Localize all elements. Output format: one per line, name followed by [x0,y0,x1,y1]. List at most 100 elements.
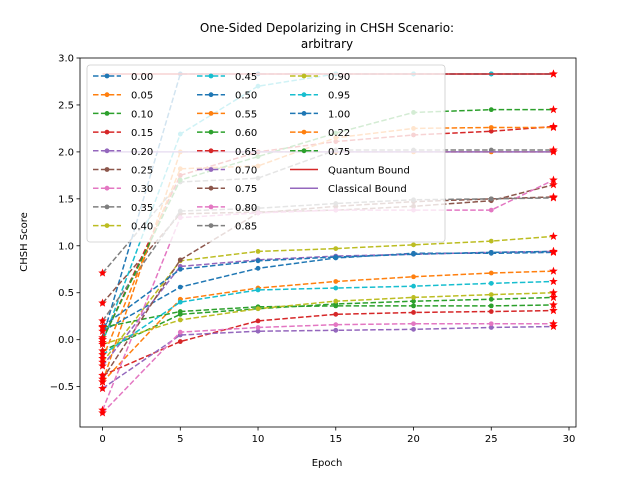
final-marker [549,105,558,114]
data-point [488,207,494,213]
legend-label: 0.70 [235,166,257,177]
data-point [411,242,416,248]
legend-marker [104,148,110,154]
x-tick-label: 25 [485,434,498,445]
legend-label: 0.65 [235,147,257,158]
legend-marker [104,185,110,191]
final-marker [98,298,107,307]
data-point [177,284,183,290]
final-marker [549,266,558,275]
legend-label: 0.55 [235,109,257,120]
data-point [411,251,416,257]
legend-label: 0.35 [131,203,153,214]
y-axis: −0.5 0.0 0.5 1.0 1.5 2.0 2.5 3.0 [50,54,80,393]
data-point [488,107,494,113]
legend-item: 0.25 [93,166,153,177]
legend-label: 0.45 [235,72,257,83]
legend-label: 0.85 [235,222,257,233]
legend-label: 0.20 [131,147,153,158]
legend-label: 0.80 [235,203,257,214]
legend-item: 0.15 [93,128,153,139]
data-point [488,196,494,202]
legend-marker [301,111,307,116]
legend-label: 0.50 [235,91,257,102]
legend-item: 0.55 [197,109,257,120]
data-point [488,292,494,298]
data-point [488,296,494,302]
final-marker [549,300,558,309]
data-point [255,306,261,312]
legend-item: 0.60 [197,128,257,139]
data-point [255,249,261,254]
legend-item: 0.90 [290,72,350,83]
chart-subtitle: arbitrary [301,37,353,51]
data-point [488,125,494,130]
final-marker [98,353,107,363]
final-marker [549,145,558,154]
final-marker [98,361,107,370]
data-point [177,309,183,314]
legend-label: 0.25 [131,166,153,177]
legend-item: 0.85 [197,222,257,233]
legend-label: 0.05 [131,91,153,102]
data-point [333,298,339,304]
final-marker [98,374,107,383]
final-marker [98,408,107,417]
data-point [177,317,183,323]
x-tick-label: 30 [563,434,576,445]
legend-label: 0.90 [328,72,350,83]
data-point [488,309,494,314]
data-point [255,287,261,293]
legend-marker [208,223,214,229]
data-point [177,266,183,272]
data-point [255,265,261,271]
data-point [333,279,339,284]
final-marker [549,276,558,286]
y-tick-label: 0.0 [58,335,74,346]
legend-marker [208,148,214,154]
legend-item: 0.35 [93,203,153,214]
final-marker [549,231,558,241]
legend-marker [208,185,214,191]
legend-marker [104,167,110,172]
legend-marker [208,204,214,210]
data-point [411,310,416,315]
data-point [255,258,261,264]
data-point [255,325,261,330]
data-point [333,322,339,328]
series-19 [100,280,554,358]
x-tick-label: 20 [407,434,420,445]
final-marker [98,316,107,325]
axes-frame [79,57,577,428]
y-tick-label: 3.0 [58,54,74,65]
legend-item: 0.75 [290,147,350,158]
final-marker [549,193,558,202]
final-marker [98,335,107,344]
final-marker [549,306,558,315]
legend-item: Quantum Bound [290,166,410,177]
legend-item: 0.95 [290,91,350,102]
legend-marker [301,73,307,79]
legend-item: 1.00 [290,109,350,120]
x-axis: 0 5 10 15 20 25 30 [99,427,575,445]
final-marker [98,322,107,331]
legend-marker [104,92,110,98]
data-point [411,274,416,280]
x-tick-label: 0 [99,434,105,445]
data-point [177,329,183,335]
y-tick-label: 1.5 [58,194,74,205]
final-marker [549,69,558,78]
data-point [411,295,416,300]
x-axis-label: Epoch [312,458,343,469]
legend-item: 0.22 [290,128,350,139]
y-tick-label: 2.0 [58,147,74,158]
data-point [333,285,339,291]
series-20 [100,249,554,329]
chart-title: One-Sided Depolarizing in CHSH Scenario: [200,21,454,35]
legend-item: 0.70 [197,166,257,177]
legend-label: Quantum Bound [328,166,410,177]
data-point [177,339,183,344]
legend-marker [208,73,214,79]
legend-item: Classical Bound [290,184,407,195]
legend-box [86,64,446,243]
